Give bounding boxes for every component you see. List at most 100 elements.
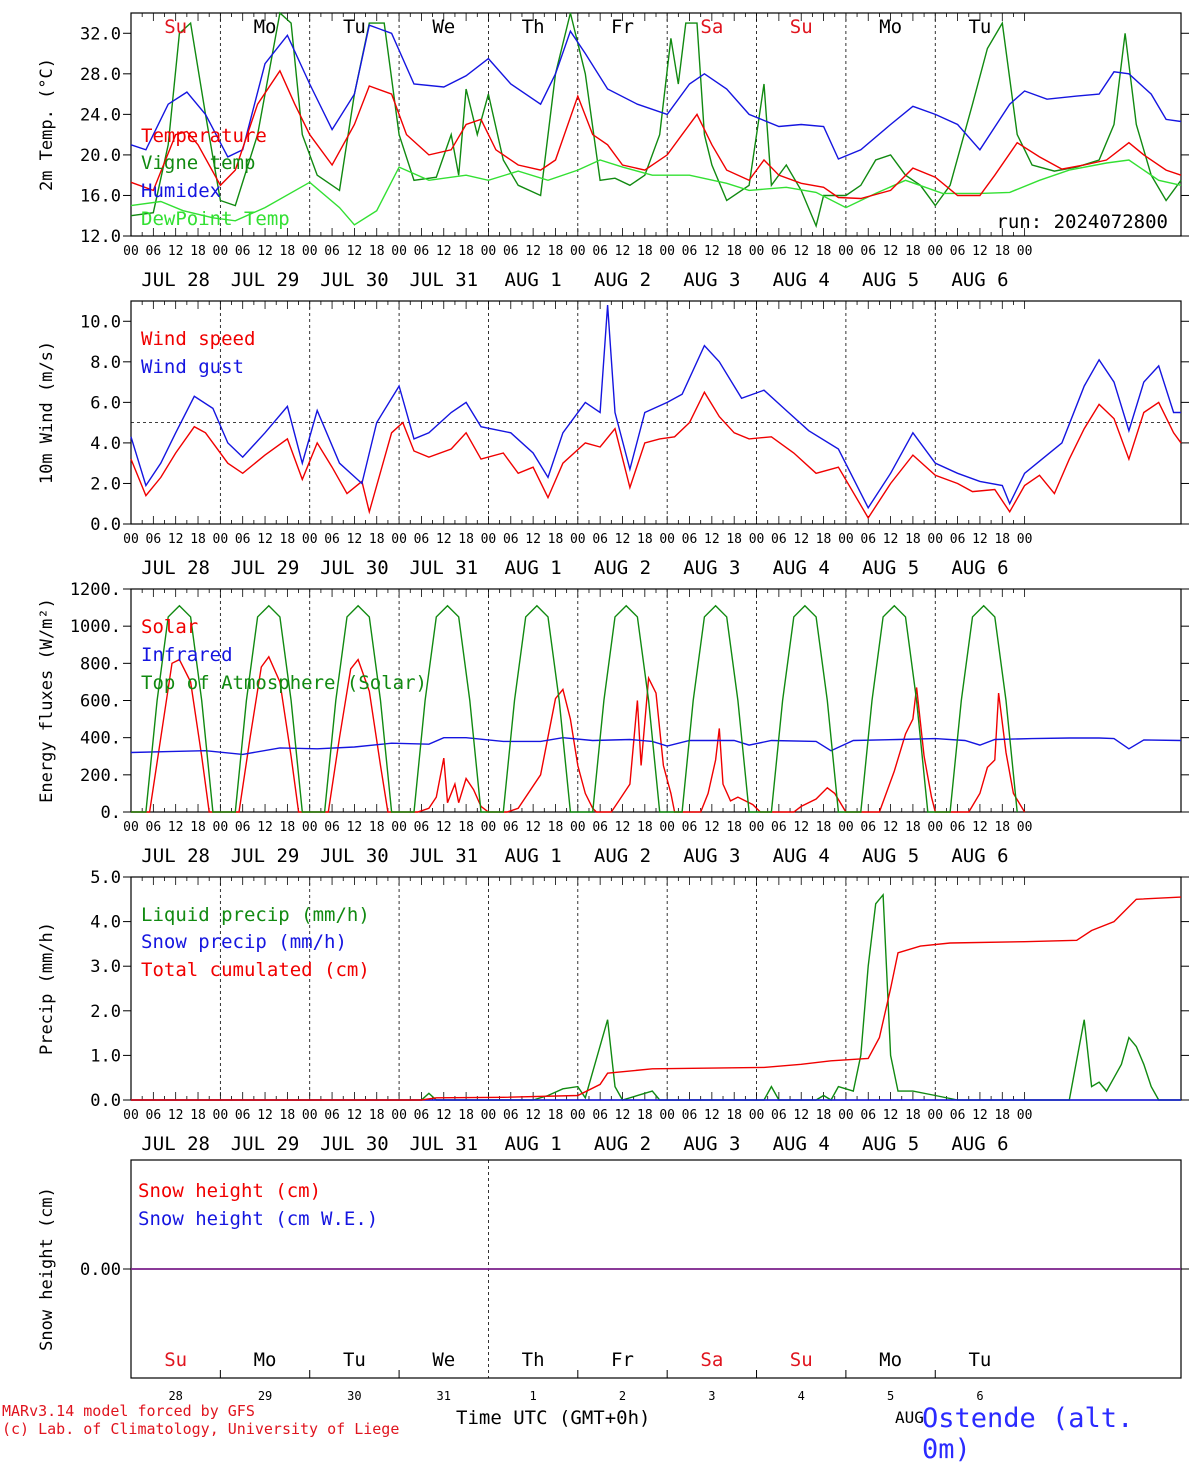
panel-1 [123,11,1189,237]
credit-model: MARv3.14 model forced by GFS [2,1402,255,1420]
hour-tick-label: 06 [324,820,340,835]
hour-tick-label: 00 [213,532,229,547]
hour-tick-label: 06 [324,244,340,259]
hour-tick-label: 06 [682,532,698,547]
y-tick-label: 32.0 [80,24,121,44]
day-number: 2 [619,1389,626,1403]
panel-5 [123,1159,1189,1379]
day-label: AUG 6 [951,1133,1008,1155]
hour-tick-label: 18 [816,244,832,259]
weekday-label: Su [164,1349,187,1371]
hour-tick-label: 00 [927,1108,943,1123]
y-axis-label: Energy fluxes (W/m²) [37,598,57,803]
day-label: AUG 2 [594,269,651,291]
day-number: 29 [258,1389,272,1403]
hour-tick-label: 06 [146,532,162,547]
hour-tick-label: 06 [503,532,519,547]
day-label: JUL 30 [320,1133,389,1155]
y-tick-label: 20.0 [80,146,121,166]
hour-tick-label: 12 [525,1108,541,1123]
day-label: AUG 4 [773,557,830,579]
hour-tick-label: 12 [257,1108,273,1123]
hour-tick-label: 06 [860,1108,876,1123]
weekday-label: Mo [879,16,902,38]
hour-tick-label: 06 [682,1108,698,1123]
y-tick-label: 6.0 [90,393,121,413]
day-label: AUG 5 [862,1133,919,1155]
legend-entry: Total cumulated (cm) [141,959,370,981]
series-line [130,390,1182,520]
legend-entry: DewPoint Temp [141,208,290,230]
hour-tick-label: 00 [481,532,497,547]
run-label: run: 2024072800 [996,211,1168,233]
hour-tick-label: 18 [548,1108,564,1123]
hour-tick-label: 12 [793,820,809,835]
hour-tick-label: 06 [592,820,608,835]
hour-tick-label: 12 [972,244,988,259]
hour-tick-label: 18 [726,532,742,547]
hour-tick-label: 00 [213,244,229,259]
hour-tick-label: 18 [548,244,564,259]
panel-3 [123,588,1189,813]
hour-tick-label: 06 [235,1108,251,1123]
day-number: 1 [530,1389,537,1403]
hour-tick-label: 00 [213,820,229,835]
hour-tick-label: 18 [190,1108,206,1123]
hour-tick-label: 18 [994,1108,1010,1123]
day-label: AUG 5 [862,557,919,579]
hour-tick-label: 18 [369,1108,385,1123]
legend-entry: Humidex [141,180,221,202]
legend-entry: Temperature [141,125,267,147]
legend-entry: Snow precip (mm/h) [141,931,347,953]
day-number: 28 [168,1389,182,1403]
day-label: JUL 31 [409,1133,478,1155]
hour-tick-label: 06 [860,244,876,259]
hour-tick-label: 06 [950,820,966,835]
day-label: AUG 1 [505,557,562,579]
hour-tick-label: 18 [816,1108,832,1123]
day-label: JUL 29 [231,1133,300,1155]
hour-tick-label: 00 [391,1108,407,1123]
hour-tick-label: 18 [190,532,206,547]
hour-tick-label: 18 [726,1108,742,1123]
hour-tick-label: 06 [414,532,430,547]
weekday-label: Tu [968,1349,991,1371]
hour-tick-label: 12 [525,820,541,835]
hour-tick-label: 00 [391,532,407,547]
hour-tick-label: 00 [1017,820,1033,835]
series-line [130,159,1182,226]
hour-tick-label: 00 [213,1108,229,1123]
day-label: AUG 6 [951,845,1008,867]
hour-tick-label: 12 [525,532,541,547]
day-label: JUL 31 [409,845,478,867]
station-name: Ostende (alt. 0m) [922,1403,1134,1465]
hour-tick-label: 12 [704,1108,720,1123]
hour-tick-label: 12 [347,1108,363,1123]
hour-tick-label: 12 [257,532,273,547]
hour-tick-label: 06 [414,820,430,835]
hour-tick-label: 18 [458,1108,474,1123]
day-label: AUG 6 [951,557,1008,579]
legend-entry: Snow height (cm) [138,1180,321,1202]
y-axis-label: Snow height (cm) [37,1187,57,1351]
hour-tick-label: 00 [302,1108,318,1123]
day-label: JUL 30 [320,557,389,579]
day-label: AUG 2 [594,845,651,867]
hour-tick-label: 00 [123,820,139,835]
hour-tick-label: 06 [950,1108,966,1123]
hour-tick-label: 12 [347,532,363,547]
hour-tick-label: 06 [235,244,251,259]
hour-tick-label: 00 [838,1108,854,1123]
credit-lab: (c) Lab. of Climatology, University of L… [2,1420,400,1438]
hour-tick-label: 06 [682,244,698,259]
hour-tick-label: 00 [1017,1108,1033,1123]
y-tick-label: 2.0 [90,474,121,494]
series-line [131,655,1026,813]
hour-tick-label: 12 [972,820,988,835]
hour-tick-label: 00 [838,244,854,259]
hour-tick-label: 12 [615,244,631,259]
day-label: JUL 30 [320,845,389,867]
hour-tick-label: 00 [570,820,586,835]
hour-tick-label: 00 [123,1108,139,1123]
day-label: JUL 31 [409,557,478,579]
